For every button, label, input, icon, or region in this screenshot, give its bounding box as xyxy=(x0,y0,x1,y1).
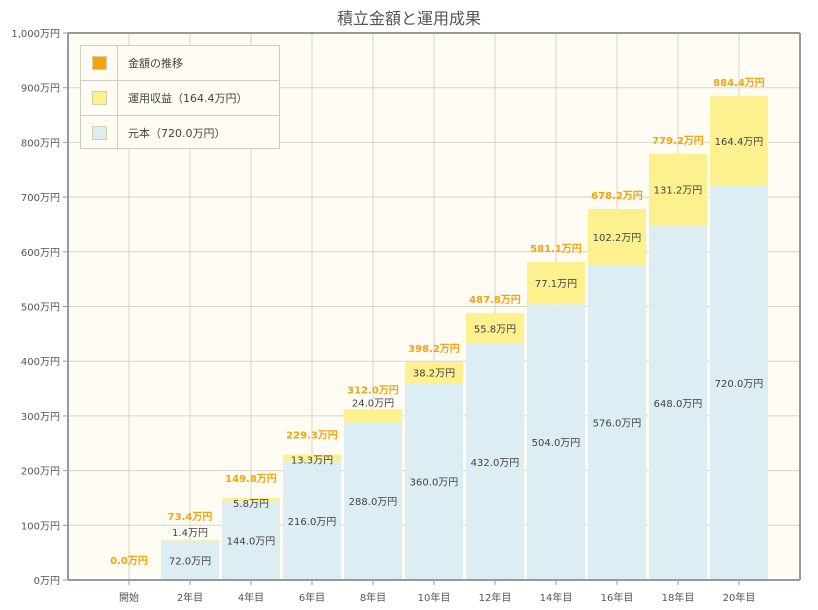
x-tick-label: 18年目 xyxy=(662,591,695,604)
x-tick-label: 8年目 xyxy=(360,591,386,604)
data-label-return: 13.3万円 xyxy=(291,456,333,467)
legend-item[interactable]: 元本（720.0万円） xyxy=(81,116,279,150)
y-tick-label: 900万円 xyxy=(21,84,60,95)
bar-return xyxy=(405,362,463,384)
data-label-return: 1.4万円 xyxy=(172,528,208,539)
data-label-principal: 72.0万円 xyxy=(169,556,211,567)
bar-principal xyxy=(222,501,280,580)
y-tick-label: 200万円 xyxy=(21,467,60,478)
data-label-return: 164.4万円 xyxy=(715,137,764,148)
x-tick-label: 20年目 xyxy=(723,591,756,604)
data-label-return: 131.2万円 xyxy=(654,186,703,197)
x-tick-label: 12年目 xyxy=(479,591,512,604)
bar-return xyxy=(466,313,524,344)
data-label-total: 487.8万円 xyxy=(469,294,521,306)
data-label-total: 0.0万円 xyxy=(110,555,148,567)
data-label-return: 55.8万円 xyxy=(474,324,516,335)
bar-principal xyxy=(466,343,524,580)
bar-principal xyxy=(161,540,219,580)
bar-principal xyxy=(283,461,341,580)
bar-principal xyxy=(527,304,585,580)
legend-label: 金額の推移 xyxy=(128,57,183,70)
data-label-return: 102.2万円 xyxy=(593,233,642,244)
bar-return xyxy=(344,409,402,423)
data-label-total: 884.4万円 xyxy=(713,77,765,89)
bar-principal xyxy=(344,422,402,580)
legend: 金額の推移運用収益（164.4万円） 元本（720.0万円） xyxy=(80,45,280,150)
bar-return xyxy=(222,498,280,502)
x-tick-label: 4年目 xyxy=(238,591,264,604)
data-label-total: 398.2万円 xyxy=(408,343,460,355)
bar-return xyxy=(649,153,707,226)
data-label-principal: 576.0万円 xyxy=(593,418,642,429)
data-label-total: 149.8万円 xyxy=(225,473,277,485)
y-tick-label: 0万円 xyxy=(34,576,60,587)
legend-swatch xyxy=(81,46,118,80)
bar-return xyxy=(283,454,341,462)
bar-return xyxy=(527,262,585,305)
y-tick-label: 600万円 xyxy=(21,248,60,259)
x-tick-label: 16年目 xyxy=(601,591,634,604)
data-label-return: 5.8万円 xyxy=(233,499,269,510)
bar-principal xyxy=(588,264,646,580)
data-label-principal: 432.0万円 xyxy=(471,458,520,469)
data-label-principal: 288.0万円 xyxy=(349,497,398,508)
y-tick-label: 100万円 xyxy=(21,521,60,532)
bar-return xyxy=(710,96,768,187)
data-label-return: 24.0万円 xyxy=(352,398,394,409)
data-label-return: 77.1万円 xyxy=(535,279,577,290)
y-tick-label: 400万円 xyxy=(21,357,60,368)
x-tick-label: 10年目 xyxy=(418,591,451,604)
x-tick-label: 14年目 xyxy=(540,591,573,604)
y-tick-label: 700万円 xyxy=(21,193,60,204)
y-tick-label: 300万円 xyxy=(21,412,60,423)
data-label-total: 779.2万円 xyxy=(652,135,704,147)
y-tick-label: 500万円 xyxy=(21,303,60,314)
bar-return xyxy=(588,209,646,265)
legend-item[interactable]: 金額の推移 xyxy=(81,46,279,81)
data-label-principal: 216.0万円 xyxy=(288,517,337,528)
data-label-principal: 360.0万円 xyxy=(410,478,459,489)
data-label-principal: 720.0万円 xyxy=(715,379,764,390)
legend-swatch xyxy=(81,116,118,150)
data-label-principal: 648.0万円 xyxy=(654,399,703,410)
data-label-total: 678.2万円 xyxy=(591,190,643,202)
bar-principal xyxy=(710,186,768,580)
data-label-total: 312.0万円 xyxy=(347,384,399,396)
x-tick-label: 6年目 xyxy=(299,591,325,604)
legend-label: 運用収益（164.4万円） xyxy=(128,92,248,105)
y-tick-label: 800万円 xyxy=(21,138,60,149)
chart-title: 積立金額と運用成果 xyxy=(336,9,481,28)
bar-principal xyxy=(649,225,707,580)
data-label-return: 38.2万円 xyxy=(413,369,455,380)
x-tick-label: 開始 xyxy=(119,591,139,604)
legend-swatch xyxy=(81,81,118,115)
data-label-total: 229.3万円 xyxy=(286,430,338,442)
data-label-total: 73.4万円 xyxy=(168,511,213,523)
data-label-principal: 504.0万円 xyxy=(532,438,581,449)
bar-principal xyxy=(405,383,463,580)
legend-label: 元本（720.0万円） xyxy=(128,127,226,140)
bar-return xyxy=(161,539,219,541)
legend-item[interactable]: 運用収益（164.4万円） xyxy=(81,81,279,116)
data-label-total: 581.1万円 xyxy=(530,243,582,255)
data-label-principal: 144.0万円 xyxy=(227,537,276,548)
x-tick-label: 2年目 xyxy=(177,591,203,604)
y-tick-label: 1,000万円 xyxy=(11,29,60,40)
